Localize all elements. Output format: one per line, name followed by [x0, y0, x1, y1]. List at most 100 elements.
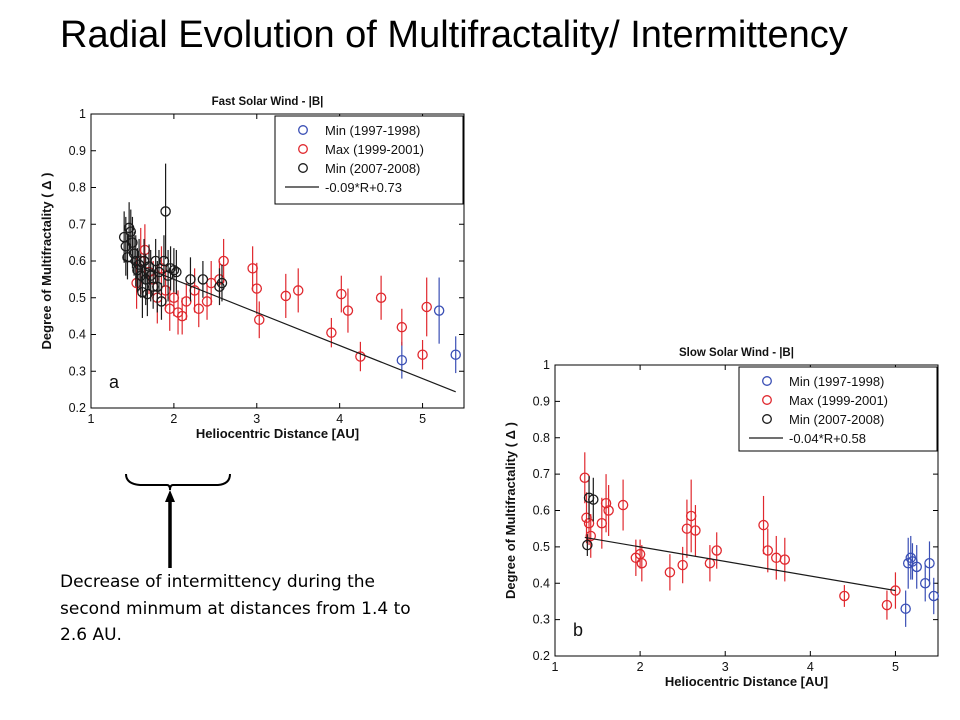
data-point [216, 277, 228, 289]
slide-title: Radial Evolution of Multifractality/ Int… [60, 14, 848, 56]
data-point [779, 554, 791, 565]
data-point [197, 274, 209, 285]
x-tick-label: 1 [88, 412, 95, 426]
data-point [160, 206, 171, 217]
legend-box [274, 115, 464, 205]
data-point [254, 314, 265, 326]
data-point [585, 530, 596, 542]
fit-line [584, 536, 896, 592]
panel-label: a [109, 372, 120, 392]
data-point [924, 557, 935, 569]
data-point [911, 561, 922, 573]
series-red [579, 452, 901, 620]
legend-marker [762, 395, 772, 405]
y-axis-label: Degree of Multifractality ( Δ ) [503, 422, 518, 599]
data-point [617, 499, 629, 511]
legend-fit-label: -0.09*R+0.73 [325, 180, 402, 195]
data-point [396, 321, 408, 333]
x-tick-label: 4 [807, 660, 814, 674]
data-point [127, 237, 138, 248]
legend-label: Max (1999-2001) [789, 393, 888, 408]
data-point [396, 354, 408, 366]
legend-box [738, 366, 938, 452]
caption-text: Decrease of intermittency during the sec… [60, 572, 411, 645]
range-bracket-arrow [125, 473, 231, 568]
data-point [150, 255, 161, 267]
data-point [588, 494, 599, 505]
data-point [711, 545, 722, 556]
data-point [664, 567, 676, 578]
data-point [193, 303, 205, 315]
y-tick-label: 0.9 [69, 144, 86, 158]
chart-slow-solar-wind: Slow Solar Wind - |B| 1 2 3 4 5 0.2 0.3 0.4 0.5 0.… [503, 347, 939, 689]
y-tick-label: 0.5 [533, 540, 550, 554]
data-point [142, 288, 153, 300]
data-point [450, 349, 461, 360]
data-point [156, 296, 167, 307]
y-tick-label: 0.3 [69, 364, 86, 378]
y-tick-label: 0.8 [533, 431, 550, 445]
x-tick-label: 3 [253, 412, 260, 426]
data-point [355, 351, 366, 362]
data-point [758, 519, 769, 531]
chart-title: Slow Solar Wind - |B| [679, 347, 794, 359]
data-point [636, 557, 648, 569]
data-point [582, 539, 593, 551]
data-point [690, 525, 701, 536]
data-point [342, 305, 354, 316]
x-axis-label: Heliocentric Distance [AU] [665, 674, 828, 689]
x-tick-label: 1 [552, 660, 559, 674]
series-blue [900, 535, 939, 627]
data-point [890, 585, 901, 596]
legend-label: Min (1997-1998) [325, 123, 420, 138]
legend-marker [298, 144, 308, 154]
y-tick-label: 0.5 [69, 291, 86, 305]
data-point [433, 305, 445, 316]
y-tick-label: 0.7 [69, 217, 86, 231]
data-point [900, 603, 911, 614]
legend-label: Min (1997-1998) [789, 374, 884, 389]
arrow-head [165, 490, 175, 502]
y-tick-label: 0.6 [533, 504, 550, 518]
data-point [336, 288, 347, 300]
y-tick-label: 0.2 [533, 649, 550, 663]
x-tick-label: 2 [637, 660, 644, 674]
y-tick-label: 0.3 [533, 613, 550, 627]
bracket-shape [125, 473, 231, 491]
panel-label: b [573, 620, 583, 640]
data-point [218, 255, 229, 267]
y-tick-label: 0.8 [69, 181, 86, 195]
data-point [677, 559, 688, 571]
data-point [326, 327, 337, 338]
data-point [251, 283, 263, 294]
legend: Min (1997-1998) Max (1999-2001) Min (2007-… [274, 115, 464, 205]
x-tick-label: 4 [336, 412, 343, 426]
data-point [839, 590, 850, 602]
chart-fast-solar-wind: Fast Solar Wind - |B| 1 2 3 4 5 0.2 0.3 0.4 0.5 0.… [39, 96, 465, 441]
y-tick-label: 0.9 [533, 394, 550, 408]
series-blue [396, 277, 461, 379]
y-tick-label: 0.4 [69, 328, 86, 342]
legend: Min (1997-1998) Max (1999-2001) Min (2007-… [738, 366, 938, 452]
data-point [421, 301, 432, 313]
data-point [881, 599, 893, 611]
y-tick-label: 1 [79, 107, 86, 121]
data-point [292, 285, 304, 296]
legend-fit-label: -0.04*R+0.58 [789, 431, 866, 446]
x-tick-label: 5 [892, 660, 899, 674]
legend-marker [298, 163, 308, 173]
chart-title: Fast Solar Wind - |B| [212, 96, 324, 108]
y-tick-label: 0.2 [69, 401, 86, 415]
data-point [185, 274, 196, 285]
data-point [600, 497, 612, 509]
fit-line [123, 258, 456, 393]
legend-marker [762, 414, 772, 424]
data-point [603, 505, 614, 516]
legend-label: Min (2007-2008) [325, 161, 420, 176]
y-tick-label: 0.4 [533, 576, 550, 590]
y-axis-label: Degree of Multifractality ( Δ ) [39, 173, 54, 350]
x-axis-label: Heliocentric Distance [AU] [196, 426, 359, 441]
x-tick-label: 2 [170, 412, 177, 426]
legend-label: Min (2007-2008) [789, 412, 884, 427]
legend-label: Max (1999-2001) [325, 142, 424, 157]
